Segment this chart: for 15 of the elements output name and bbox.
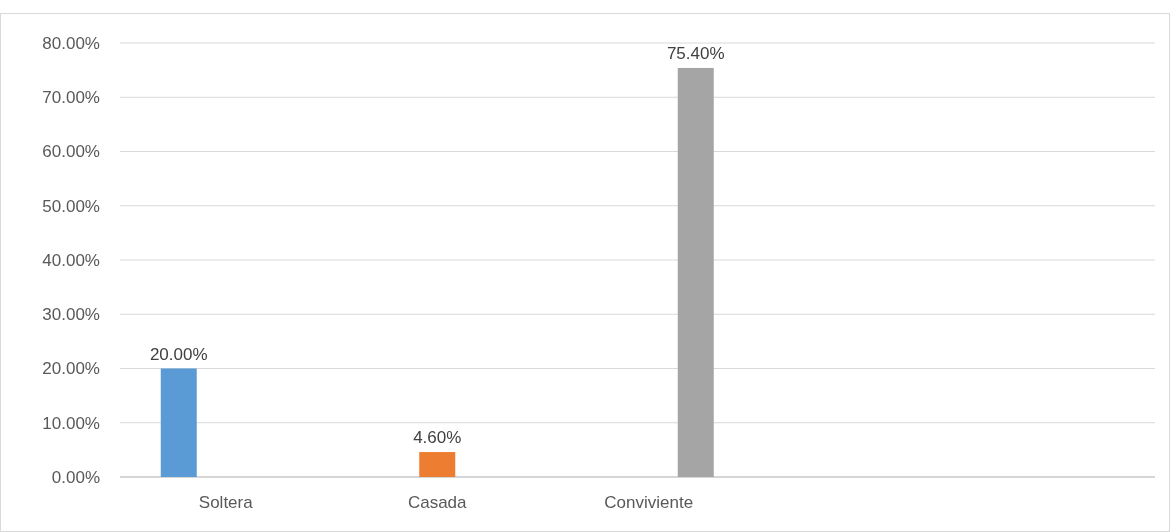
x-tick-label: Casada [407,493,468,512]
data-label: 4.60% [413,428,462,448]
y-tick-label: 10.00% [42,413,100,433]
y-tick-label: 0.00% [51,467,100,487]
x-tick-label: Soltera [198,493,254,512]
y-tick-label: 80.00% [42,33,100,53]
data-label: 75.40% [666,43,725,63]
y-tick-label: 30.00% [42,305,100,325]
y-tick-label: 70.00% [42,88,100,108]
x-tick-label: Conviviente [604,493,694,512]
y-tick-label: 40.00% [42,250,100,270]
y-tick-label: 60.00% [42,142,100,162]
data-label: 20.00% [149,344,208,364]
y-tick-label: 50.00% [42,196,100,216]
y-tick-label: 20.00% [42,359,100,379]
